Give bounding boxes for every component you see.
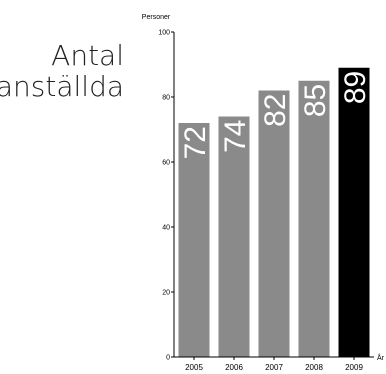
bar-2009 [338,67,370,357]
bar-label-2007: 82 [259,94,292,127]
bar-label-2008: 85 [299,84,332,117]
chart-title-line-1: Antal [51,39,124,72]
x-axis: 2005 2006 2007 2008 2009 [174,356,374,372]
y-tick-label: 60 [162,160,170,167]
bar-label-2005: 72 [179,126,212,159]
y-tick-label: 20 [162,290,170,297]
bar-label-2006: 74 [219,120,252,153]
y-tick-label: 100 [158,30,170,37]
y-tick-label: 40 [162,225,170,232]
x-tick-label: 2007 [265,363,283,372]
chart-title-line-2: anställda [0,70,124,103]
y-axis: 0 20 40 60 80 100 [158,30,175,362]
x-tick-label: 2005 [185,363,203,372]
bar-2005 [178,123,210,357]
bar-2007 [258,90,290,357]
bar-label-2009: 89 [339,71,372,104]
x-tick-label: 2009 [345,363,363,372]
x-tick-label: 2006 [225,363,243,372]
chart-title: Antal anställda [0,40,124,102]
y-tick-label: 80 [162,95,170,102]
y-axis-label: Personer [142,14,171,21]
x-tick-label: 2008 [305,363,323,372]
bar-2008 [298,80,330,357]
y-tick-label: 0 [166,355,170,362]
bar-2006 [218,116,250,357]
x-axis-label: År [377,353,385,362]
